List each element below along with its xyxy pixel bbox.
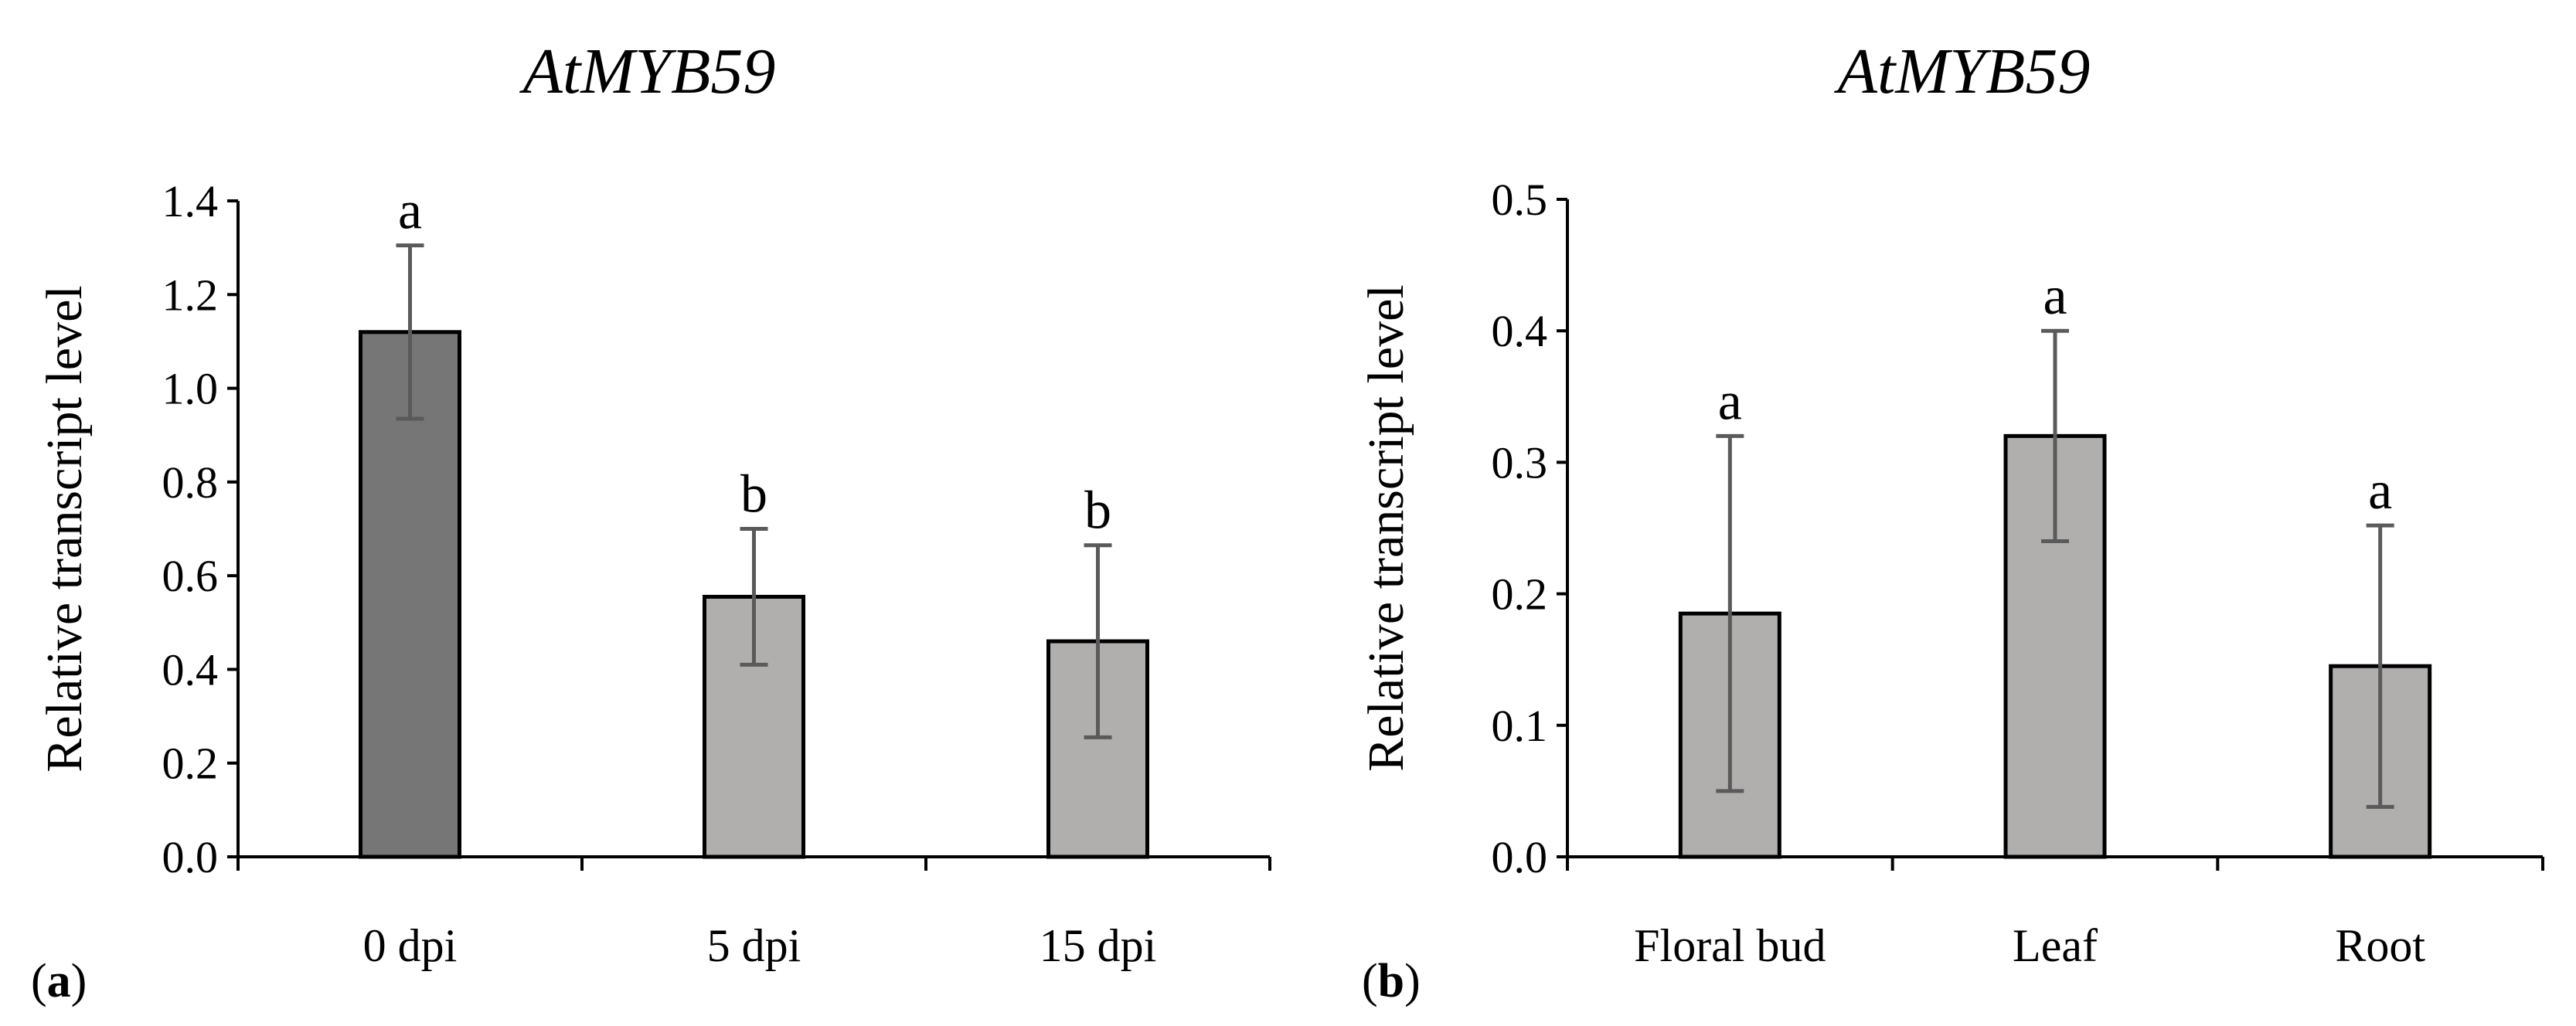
y-tick-label: 1.0	[162, 364, 219, 414]
significance-letter: a	[2368, 461, 2392, 521]
y-tick-label: 0.5	[1492, 175, 1548, 225]
chart-title: AtMYB59	[519, 36, 776, 107]
x-tick-label: 0 dpi	[363, 920, 458, 971]
y-tick-label: 0.3	[1492, 437, 1548, 488]
panel-b-chart: AtMYB59 Relative transcript level 0.0 0.1 0.…	[1358, 36, 2544, 971]
x-tick-label: Root	[2335, 920, 2425, 971]
chart-title: AtMYB59	[1834, 36, 2091, 107]
x-tick-label: Floral bud	[1634, 920, 1826, 971]
y-tick-label: 0.8	[162, 457, 219, 508]
significance-letter: a	[1718, 372, 1742, 431]
y-tick-label: 0.6	[162, 551, 219, 601]
y-tick-label: 0.0	[1492, 832, 1548, 882]
significance-letter: b	[740, 465, 767, 525]
y-tick-label: 0.4	[1492, 306, 1548, 356]
y-tick-label: 1.2	[162, 270, 219, 320]
panel-b-label: (b)	[1362, 955, 1421, 1007]
x-tick-label: 15 dpi	[1040, 920, 1157, 971]
panel-a-label: (a)	[31, 955, 87, 1007]
x-tick-label: Leaf	[2013, 920, 2098, 971]
bar	[359, 330, 461, 859]
significance-letter: b	[1084, 481, 1111, 541]
y-tick-label: 0.1	[1492, 701, 1548, 751]
y-axis-title: Relative transcript level	[1358, 284, 1414, 771]
significance-letter: a	[398, 182, 422, 241]
y-axis-title: Relative transcript level	[36, 285, 93, 772]
x-tick-label: 5 dpi	[707, 920, 801, 971]
y-tick-label: 0.2	[162, 739, 219, 789]
y-tick-label: 1.4	[162, 176, 219, 226]
panel-a-chart: AtMYB59 Relative transcript level 0.0 0.2 0.…	[36, 36, 1271, 971]
y-tick-label: 0.0	[162, 832, 219, 882]
y-tick-label: 0.4	[162, 644, 219, 695]
bar	[703, 594, 805, 859]
significance-letter: a	[2043, 267, 2067, 326]
y-tick-label: 0.2	[1492, 569, 1548, 620]
